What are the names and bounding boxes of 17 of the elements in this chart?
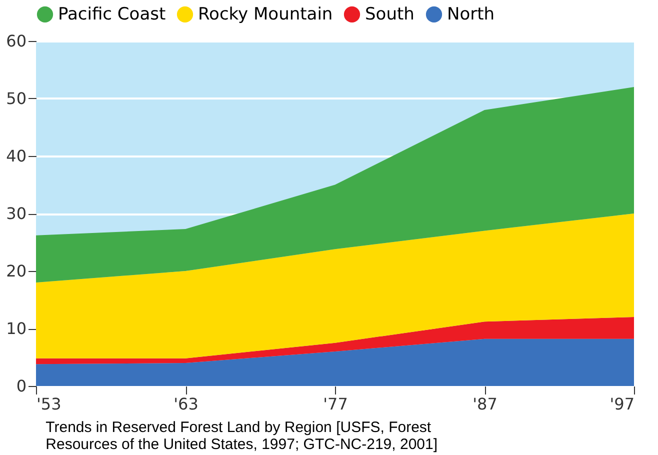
x-tick-label: '63 [174,394,198,414]
legend-label: Rocky Mountain [198,4,333,24]
y-tick-label: 40 [6,146,26,166]
y-tick-label: 10 [6,319,26,338]
y-tick-label: 60 [6,32,26,50]
x-tick-label: '53 [36,394,62,414]
legend-label: Pacific Coast [58,4,166,24]
x-tick-label: '87 [472,394,498,414]
y-tick-label: 30 [6,204,26,223]
y-tick-label: 0 [16,376,26,396]
legend-label: South [365,4,414,24]
x-tick-label: '77 [323,394,348,414]
y-tick-label: 50 [6,89,26,108]
legend-label: North [447,4,495,24]
text: Trends in Reserved Forest Land by Region [USFS, Forest Resources of the United States, 1997; GTC-NC-219, 2001] [46,419,438,453]
x-tick-label: '97 [610,394,634,414]
y-tick-label: 20 [6,262,26,280]
